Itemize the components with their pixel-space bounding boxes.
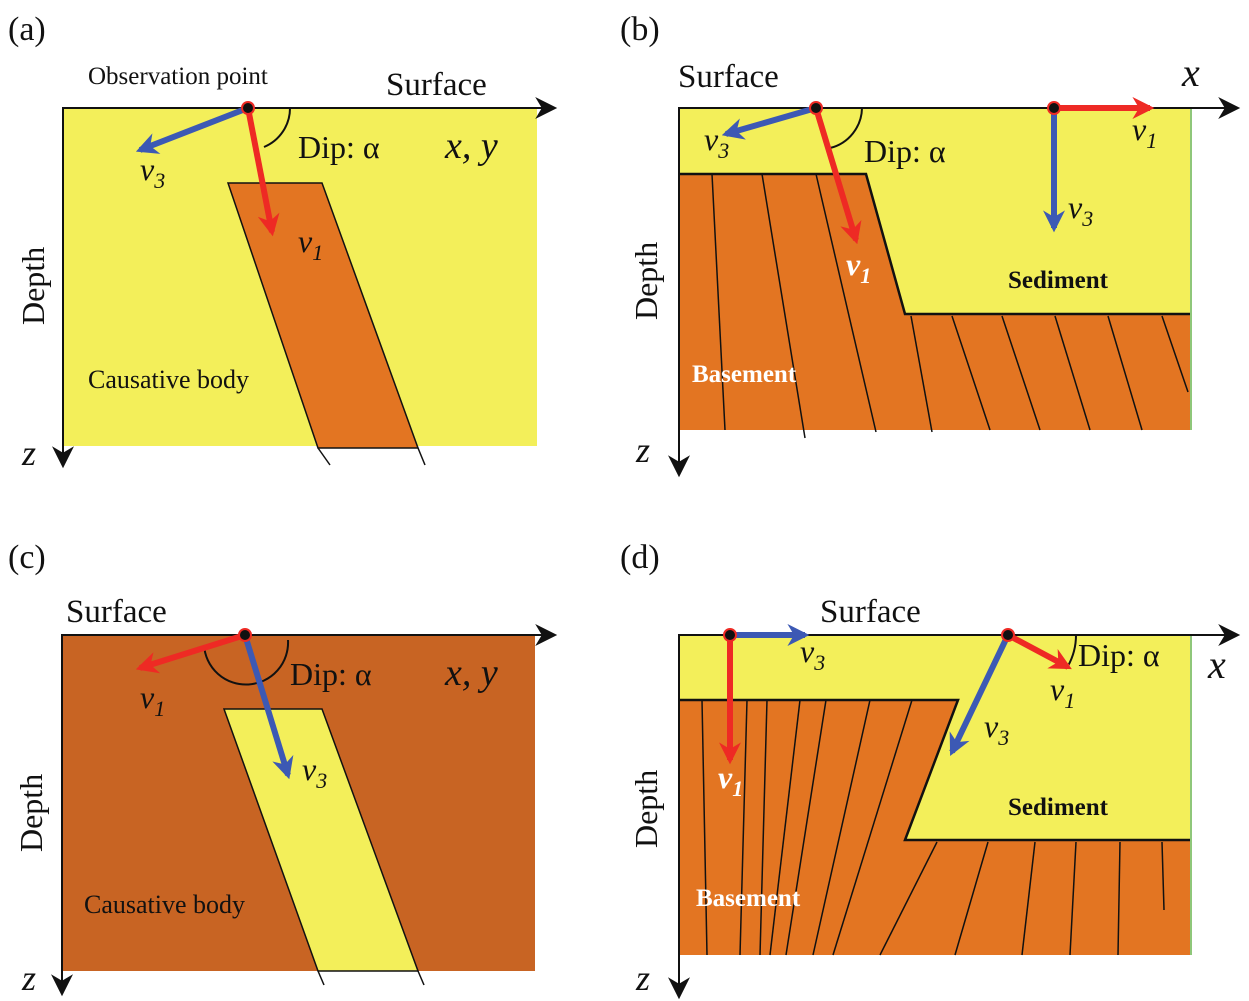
panel-d-v1b-arrow <box>1006 632 1072 670</box>
panel-b-depth-label: Depth <box>628 242 664 320</box>
panel-a: (a) Observation point Surface Dip: α x, … <box>8 11 558 473</box>
panel-c-body-edge-left <box>317 970 325 986</box>
panel-a-axis-xy-label: x, y <box>444 125 498 167</box>
panel-b-v1b-label: v1 <box>1132 111 1157 153</box>
panel-a-v3-arrow <box>135 105 250 154</box>
panel-d-basement-top <box>678 698 1191 842</box>
panel-d-dip-label: Dip: α <box>1078 637 1160 673</box>
panel-b-observation-point-2 <box>1047 101 1061 115</box>
panel-a-dip-arc <box>263 107 292 148</box>
panel-c-v3-label: v3 <box>302 751 327 793</box>
panel-b-surface-label: Surface <box>678 59 779 95</box>
panel-b-basement <box>678 174 1191 430</box>
panel-d-observation-point-2 <box>1001 628 1015 642</box>
panel-c-v3-arrow <box>242 634 294 780</box>
panel-d-depth-label: Depth <box>628 770 664 848</box>
panel-c-observation-point <box>238 628 252 642</box>
panel-a-v1-label: v1 <box>298 223 323 265</box>
panel-c-axis-xy-label: x, y <box>444 652 498 694</box>
panel-c-tag: (c) <box>8 539 46 576</box>
panel-b-observation-point-1 <box>809 101 823 115</box>
panel-a-dip-label: Dip: α <box>298 129 380 165</box>
panel-d: (d) Surface x Dip: α <box>620 539 1241 1000</box>
panel-c-dip-label: Dip: α <box>290 656 372 692</box>
panel-d-tag: (d) <box>620 539 660 576</box>
panel-a-z-label: z <box>21 433 36 473</box>
panel-b-axis-x-label: x <box>1181 50 1200 95</box>
panel-a-v1-arrow <box>245 107 280 237</box>
panel-b-basement-label: Basement <box>692 361 797 388</box>
panel-a-v3-label: v3 <box>140 151 165 193</box>
panel-a-body-label: Causative body <box>88 365 249 394</box>
panel-a-observation-label: Observation point <box>88 63 268 90</box>
panel-b-basement-top <box>678 172 1191 316</box>
panel-c: (c) Surface Dip: α x, y Depth z Causativ… <box>8 539 558 998</box>
panel-a-depth-label: Depth <box>15 247 51 325</box>
panel-d-sediment-label: Sediment <box>1008 794 1109 821</box>
panel-a-body-edge-right <box>417 447 426 466</box>
panel-c-surface-label: Surface <box>66 594 167 630</box>
panel-b-dip-arc <box>829 107 863 149</box>
panel-b: (b) Surface x Dip: α Depth z Sediment <box>620 11 1241 478</box>
panel-c-body-edge-right <box>417 970 425 986</box>
panel-d-v3-label: v3 <box>800 633 825 675</box>
panel-a-surface-label: Surface <box>386 67 487 103</box>
panel-c-dip-arc <box>203 639 290 686</box>
panel-d-z-label: z <box>635 958 650 998</box>
panel-b-dip-label: Dip: α <box>864 133 946 169</box>
panel-b-v1-label: v1 <box>846 246 871 288</box>
panel-b-tag: (b) <box>620 11 660 48</box>
panel-c-depth-label: Depth <box>13 774 49 852</box>
panel-c-z-label: z <box>21 958 36 998</box>
panel-c-v1-label: v1 <box>140 679 165 721</box>
panel-d-v1-label: v1 <box>718 759 743 801</box>
panel-d-basement <box>678 700 1191 955</box>
panel-d-hatch <box>701 699 1165 956</box>
panel-d-v3b-label: v3 <box>984 708 1009 750</box>
panel-d-surface-label: Surface <box>820 594 921 630</box>
panel-b-v3-label: v3 <box>704 121 729 163</box>
panel-c-v1-arrow <box>135 632 246 674</box>
panel-a-body-edge-left <box>317 447 331 466</box>
panel-b-sediment-label: Sediment <box>1008 267 1109 294</box>
panel-c-body-label: Causative body <box>84 890 245 919</box>
panel-b-v3-arrow <box>721 105 817 140</box>
panel-d-v3b-arrow <box>949 633 1011 756</box>
panel-d-axis-x-label: x <box>1207 642 1226 687</box>
panel-d-observation-point-1 <box>723 628 737 642</box>
panel-b-z-label: z <box>635 430 650 470</box>
panel-b-hatch <box>711 173 1189 439</box>
panel-b-v3b-label: v3 <box>1068 189 1093 231</box>
panel-a-observation-point <box>241 101 255 115</box>
panel-d-v1b-label: v1 <box>1050 671 1075 713</box>
panel-a-tag: (a) <box>8 11 46 48</box>
panel-b-v1-arrow <box>813 107 862 245</box>
panel-d-basement-label: Basement <box>696 885 801 912</box>
